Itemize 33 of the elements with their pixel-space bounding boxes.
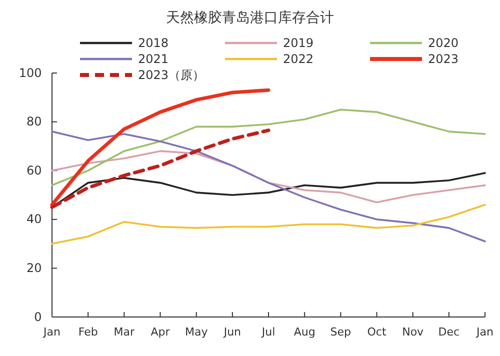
line-series xyxy=(50,128,270,209)
chart-title: 天然橡胶青岛港口库存合计 xyxy=(166,10,334,26)
x-tick-label: Apr xyxy=(150,325,170,338)
y-tick-label: 100 xyxy=(18,66,42,80)
legend-label: 2020 xyxy=(428,36,459,50)
legend-label: 2023 xyxy=(428,52,459,66)
line-series xyxy=(51,150,486,204)
line-series xyxy=(51,130,486,242)
legend-label: 2021 xyxy=(138,52,169,66)
x-tick-label: Jan xyxy=(476,325,494,338)
legend-label: 2019 xyxy=(283,36,314,50)
x-tick-label: Aug xyxy=(294,325,316,338)
y-tick-label: 0 xyxy=(34,310,42,324)
legend-label: 2018 xyxy=(138,36,169,50)
x-tick-label: Sep xyxy=(330,325,352,338)
x-tick-label: Jan xyxy=(42,325,60,338)
legend-label: 2023（原） xyxy=(138,68,205,82)
line-series xyxy=(50,88,270,207)
x-tick-label: Feb xyxy=(78,325,98,338)
x-tick-label: Mar xyxy=(114,325,136,338)
y-tick-label: 40 xyxy=(26,212,42,226)
line-series xyxy=(51,204,486,245)
y-tick-label: 20 xyxy=(26,261,42,276)
x-tick-label: Jun xyxy=(222,325,242,338)
x-tick-label: May xyxy=(184,325,208,338)
legend-label: 2022 xyxy=(283,52,314,66)
x-tick-label: Dec xyxy=(438,325,460,338)
x-tick-label: Nov xyxy=(402,325,424,338)
y-tick-label: 60 xyxy=(26,163,42,178)
line-series xyxy=(51,108,486,186)
y-tick-label: 80 xyxy=(26,114,42,129)
x-tick-label: Jul xyxy=(260,325,276,338)
x-tick-label: Oct xyxy=(367,325,387,338)
